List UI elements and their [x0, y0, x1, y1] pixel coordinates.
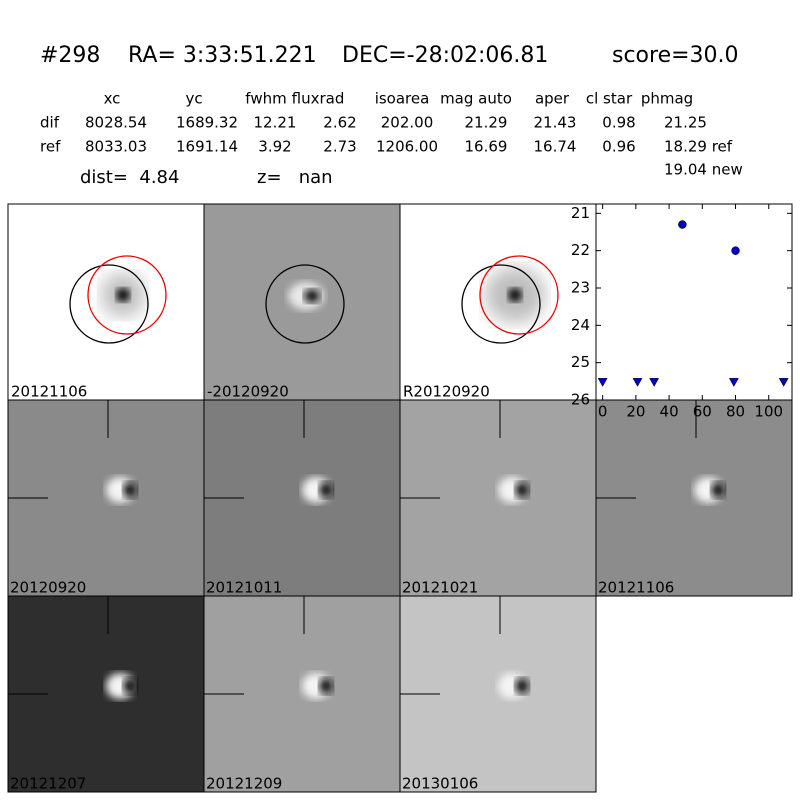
column-header: isoarea: [375, 90, 430, 108]
dec: DEC=-28:02:06.81: [342, 43, 548, 68]
x-tick-label: 40: [660, 403, 679, 421]
blob: [515, 678, 529, 694]
panel: 20121106: [595, 399, 793, 597]
blob: [319, 678, 333, 694]
column-header: xc: [104, 90, 121, 108]
table-cell: 1691.14: [176, 138, 238, 156]
point: [731, 246, 740, 255]
aperture-ref: [87, 255, 167, 335]
aperture: [461, 264, 541, 344]
panel-label: 20120920: [10, 579, 86, 597]
table-cell: 16.74: [534, 138, 577, 156]
panel-label: 20121011: [206, 579, 282, 597]
panel: [203, 203, 401, 401]
panel-label: R20120920: [403, 383, 490, 401]
score: score=30.0: [612, 43, 739, 68]
panel-label: -20120920: [207, 383, 289, 401]
aperture: [265, 264, 345, 344]
table-cell: 202.00: [381, 114, 434, 132]
column-header: aper: [535, 90, 570, 108]
z: z= nan: [257, 167, 333, 188]
blob: [123, 482, 137, 498]
column-header: yc: [185, 90, 202, 108]
y-tick-label: 26: [571, 391, 590, 409]
y-tick-label: 25: [571, 353, 590, 371]
blob: [319, 482, 333, 498]
x-tick-label: 20: [626, 403, 645, 421]
ra: RA= 3:33:51.221: [128, 43, 317, 68]
table-cell: 21.25: [664, 114, 707, 132]
x-tick-label: 80: [726, 403, 745, 421]
table-cell: 21.29: [465, 114, 508, 132]
panel: 20121021: [399, 399, 597, 597]
blob: [515, 482, 529, 498]
y-tick-label: 22: [571, 241, 590, 259]
panel: 20130106: [399, 595, 597, 793]
table-cell: 18.29 ref: [664, 138, 733, 156]
dist: dist= 4.84: [80, 167, 179, 188]
limit-marker: [649, 378, 660, 387]
table-cell: 16.69: [465, 138, 508, 156]
y-tick-label: 23: [571, 279, 590, 297]
x-tick-label: 100: [754, 403, 783, 421]
panel: 20121209: [203, 595, 401, 793]
table-cell: 12.21: [254, 114, 297, 132]
table-cell: 8028.54: [85, 114, 147, 132]
new-mag: 19.04 new: [664, 161, 743, 179]
table-cell: 2.62: [323, 114, 356, 132]
column-header: fwhm: [245, 90, 286, 108]
panel: 20120920: [7, 399, 205, 597]
aperture: [69, 264, 149, 344]
blob: [508, 288, 522, 302]
panel-label: 20121021: [402, 579, 478, 597]
blob: [304, 289, 320, 303]
x-tick-label: 0: [598, 403, 608, 421]
x-tick-label: 60: [693, 403, 712, 421]
row-label: ref: [40, 138, 61, 156]
table-cell: 1689.32: [176, 114, 238, 132]
table-cell: 3.92: [258, 138, 291, 156]
blob: [123, 678, 137, 694]
column-header: phmag: [641, 90, 693, 108]
panel: [399, 203, 597, 401]
row-label: dif: [40, 114, 60, 132]
table-cell: 0.96: [602, 138, 635, 156]
panel-label: 20121106: [598, 579, 674, 597]
column-header: mag auto: [440, 90, 512, 108]
blob: [116, 288, 130, 302]
aperture-ref: [479, 255, 559, 335]
table-cell: 1206.00: [376, 138, 438, 156]
panel: 20121011: [203, 399, 401, 597]
limit-marker: [597, 378, 608, 387]
y-tick-label: 21: [571, 204, 590, 222]
limit-marker: [632, 378, 643, 387]
table-cell: 8033.03: [85, 138, 147, 156]
point: [678, 220, 687, 229]
table-cell: 2.73: [323, 138, 356, 156]
limit-marker: [728, 378, 739, 387]
table-cell: 21.43: [534, 114, 577, 132]
panel: [7, 203, 205, 401]
panel-label: 20121207: [10, 775, 86, 793]
column-header: fluxrad: [292, 90, 345, 108]
panel: 20121207: [7, 595, 205, 793]
table-cell: 0.98: [602, 114, 635, 132]
y-tick-label: 24: [571, 316, 590, 334]
blob: [711, 482, 725, 498]
candidate-id: #298: [40, 43, 100, 68]
plot-area: [595, 203, 793, 401]
panel-label: 20121209: [206, 775, 282, 793]
panel-label: 20121106: [11, 383, 87, 401]
column-header: cl star: [586, 90, 633, 108]
panel-label: 20130106: [402, 775, 478, 793]
limit-marker: [778, 378, 789, 387]
